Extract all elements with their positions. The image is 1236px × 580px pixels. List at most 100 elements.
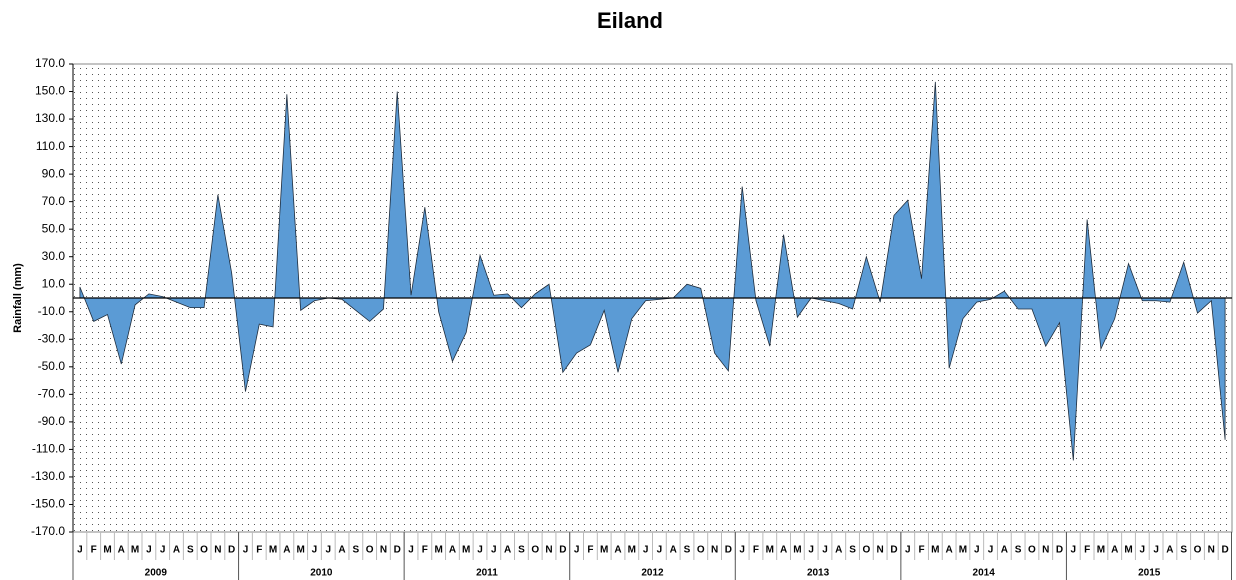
group-label: 2012 — [641, 568, 664, 579]
x-tick-label: M — [628, 545, 636, 556]
x-tick-label: D — [890, 545, 897, 556]
x-tick-label: M — [959, 545, 967, 556]
x-tick-label: M — [434, 545, 442, 556]
x-tick-label: J — [1153, 545, 1159, 556]
group-label: 2013 — [807, 568, 830, 579]
x-tick-label: M — [1124, 545, 1132, 556]
x-tick-label: S — [1015, 545, 1022, 556]
y-tick-label: 10.0 — [42, 276, 66, 290]
x-tick-label: A — [780, 545, 787, 556]
x-tick-label: J — [160, 545, 166, 556]
x-tick-label: J — [974, 545, 980, 556]
x-tick-label: J — [146, 545, 152, 556]
x-tick-label: M — [462, 545, 470, 556]
x-tick-label: D — [725, 545, 732, 556]
x-tick-label: A — [173, 545, 180, 556]
x-tick-label: N — [711, 545, 718, 556]
y-tick-label: -90.0 — [38, 414, 66, 428]
x-tick-label: N — [380, 545, 387, 556]
x-tick-label: F — [91, 545, 97, 556]
x-tick-label: A — [283, 545, 290, 556]
x-tick-label: J — [312, 545, 318, 556]
x-tick-label: F — [587, 545, 593, 556]
x-tick-label: J — [822, 545, 828, 556]
y-tick-label: -170.0 — [31, 524, 65, 538]
x-tick-label: S — [1180, 545, 1187, 556]
x-tick-label: N — [1042, 545, 1049, 556]
chart-title: Eiland — [597, 8, 663, 33]
y-tick-label: -130.0 — [31, 469, 65, 483]
y-tick-label: 50.0 — [42, 221, 66, 235]
group-label: 2011 — [476, 568, 498, 579]
x-tick-label: J — [1071, 545, 1077, 556]
x-tick-label: D — [1056, 545, 1063, 556]
y-tick-label: 130.0 — [35, 111, 65, 125]
x-tick-label: J — [657, 545, 663, 556]
x-tick-label: A — [835, 545, 842, 556]
x-tick-label: O — [200, 545, 208, 556]
x-tick-label: M — [1097, 545, 1105, 556]
x-tick-label: M — [766, 545, 774, 556]
x-tick-label: J — [739, 545, 745, 556]
x-tick-label: F — [918, 545, 924, 556]
x-tick-label: D — [1221, 545, 1228, 556]
y-tick-label: -10.0 — [38, 304, 66, 318]
group-label: 2009 — [145, 568, 168, 579]
x-tick-label: A — [504, 545, 511, 556]
x-tick-label: S — [849, 545, 856, 556]
x-tick-label: D — [228, 545, 235, 556]
x-tick-label: J — [988, 545, 994, 556]
x-tick-label: M — [793, 545, 801, 556]
y-tick-label: 90.0 — [42, 166, 66, 180]
x-tick-label: F — [1084, 545, 1090, 556]
x-tick-label: M — [600, 545, 608, 556]
x-tick-label: J — [808, 545, 814, 556]
y-tick-label: -50.0 — [38, 359, 66, 373]
x-tick-label: N — [877, 545, 884, 556]
x-tick-label: O — [1028, 545, 1036, 556]
x-tick-label: N — [214, 545, 221, 556]
x-tick-label: A — [118, 545, 125, 556]
y-tick-label: -150.0 — [31, 497, 65, 511]
x-tick-label: J — [243, 545, 249, 556]
y-tick-label: 150.0 — [35, 84, 65, 98]
x-tick-label: J — [325, 545, 331, 556]
x-tick-label: A — [449, 545, 456, 556]
x-tick-label: J — [1140, 545, 1146, 556]
x-tick-label: F — [753, 545, 759, 556]
x-tick-label: N — [1208, 545, 1215, 556]
x-tick-label: M — [269, 545, 277, 556]
y-tick-label: -110.0 — [32, 442, 65, 456]
x-tick-label: J — [905, 545, 911, 556]
x-tick-label: M — [931, 545, 939, 556]
x-tick-label: D — [394, 545, 401, 556]
x-tick-label: S — [684, 545, 691, 556]
group-label: 2015 — [1138, 568, 1161, 579]
x-tick-label: J — [574, 545, 580, 556]
x-tick-label: J — [408, 545, 414, 556]
y-tick-label: 110.0 — [36, 139, 65, 153]
y-axis-label: Rainfall (mm) — [12, 263, 24, 333]
x-tick-label: J — [77, 545, 83, 556]
x-tick-label: A — [946, 545, 953, 556]
y-tick-label: -30.0 — [38, 331, 66, 345]
x-tick-label: J — [477, 545, 483, 556]
x-tick-label: O — [1194, 545, 1202, 556]
y-tick-label: 30.0 — [42, 249, 66, 263]
x-tick-label: A — [1001, 545, 1008, 556]
x-tick-label: F — [422, 545, 428, 556]
group-label: 2010 — [310, 568, 333, 579]
y-tick-label: 70.0 — [42, 194, 66, 208]
x-tick-label: A — [670, 545, 677, 556]
x-tick-label: M — [131, 545, 139, 556]
x-tick-label: M — [296, 545, 304, 556]
x-tick-label: J — [491, 545, 497, 556]
x-tick-label: S — [518, 545, 525, 556]
x-tick-label: O — [862, 545, 870, 556]
x-tick-label: S — [353, 545, 360, 556]
x-tick-label: F — [256, 545, 262, 556]
y-tick-label: 170.0 — [35, 56, 65, 70]
x-tick-label: D — [559, 545, 566, 556]
x-tick-label: O — [366, 545, 374, 556]
